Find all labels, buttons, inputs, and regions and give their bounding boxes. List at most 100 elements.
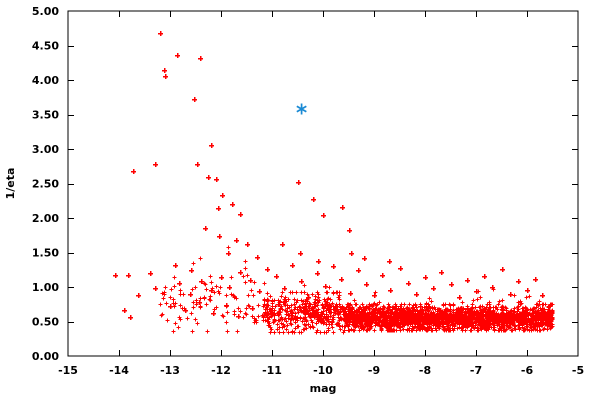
data-point — [447, 328, 452, 333]
data-point — [204, 302, 209, 307]
data-point — [245, 273, 250, 278]
data-point — [315, 328, 320, 333]
data-point — [357, 328, 362, 333]
data-point — [296, 310, 301, 315]
data-point — [315, 271, 320, 276]
data-point — [243, 259, 248, 264]
data-point — [217, 234, 222, 239]
data-point — [475, 297, 480, 302]
data-point — [424, 320, 429, 325]
data-point — [427, 296, 432, 301]
data-point — [414, 305, 419, 310]
data-point — [206, 175, 211, 180]
data-point — [386, 311, 391, 316]
data-point — [331, 315, 336, 320]
data-point — [330, 301, 335, 306]
data-point — [208, 274, 213, 279]
data-point — [327, 310, 332, 315]
data-point — [487, 306, 492, 311]
data-point — [389, 310, 394, 315]
data-point — [128, 315, 133, 320]
data-point — [198, 56, 203, 61]
data-point — [508, 292, 513, 297]
data-point — [372, 328, 377, 333]
data-point — [410, 305, 415, 310]
data-point — [428, 317, 433, 322]
data-point-layer — [113, 31, 555, 335]
data-point — [515, 305, 520, 310]
data-point — [457, 322, 462, 327]
data-point — [191, 261, 196, 266]
data-point — [310, 292, 315, 297]
data-point — [500, 298, 505, 303]
data-point — [370, 320, 375, 325]
data-point — [279, 294, 284, 299]
data-point — [524, 295, 529, 300]
data-point — [384, 313, 389, 318]
data-point — [533, 277, 538, 282]
data-point — [270, 306, 275, 311]
data-point — [336, 315, 341, 320]
data-point — [407, 326, 412, 331]
data-point — [447, 302, 452, 307]
data-point — [290, 263, 295, 268]
data-point — [333, 304, 338, 309]
data-point — [250, 306, 255, 311]
data-point — [549, 319, 554, 324]
data-point — [518, 299, 523, 304]
data-point — [225, 310, 230, 315]
data-point — [406, 317, 411, 322]
data-point — [281, 330, 286, 335]
data-point — [380, 273, 385, 278]
data-point — [490, 311, 495, 316]
data-point — [162, 292, 167, 297]
data-point — [474, 309, 479, 314]
data-point — [499, 328, 504, 333]
data-point — [515, 317, 520, 322]
data-point — [301, 327, 306, 332]
data-point — [540, 308, 545, 313]
data-point — [165, 318, 170, 323]
data-point — [195, 162, 200, 167]
data-point — [190, 329, 195, 334]
data-point — [414, 328, 419, 333]
data-point — [442, 328, 447, 333]
data-point — [367, 319, 372, 324]
data-point — [296, 324, 301, 329]
data-point — [372, 293, 377, 298]
data-point — [203, 226, 208, 231]
data-point — [285, 303, 290, 308]
data-point — [347, 320, 352, 325]
data-point — [175, 53, 180, 58]
data-point — [380, 307, 385, 312]
data-point — [314, 321, 319, 326]
data-point — [296, 180, 301, 185]
data-point — [295, 307, 300, 312]
data-point — [199, 279, 204, 284]
data-point — [255, 255, 260, 260]
data-point — [398, 307, 403, 312]
data-point — [459, 306, 464, 311]
data-point — [299, 308, 304, 313]
data-point — [412, 312, 417, 317]
data-point — [188, 292, 193, 297]
data-point — [457, 295, 462, 300]
data-point — [241, 274, 246, 279]
data-point — [516, 323, 521, 328]
data-point — [469, 315, 474, 320]
data-point — [324, 312, 329, 317]
data-point — [540, 315, 545, 320]
data-point — [429, 299, 434, 304]
data-point — [302, 283, 307, 288]
data-point — [403, 319, 408, 324]
data-point — [324, 330, 329, 335]
y-tick-label: 1.50 — [32, 247, 59, 260]
data-point — [491, 308, 496, 313]
data-point — [448, 307, 453, 312]
data-point — [331, 264, 336, 269]
data-point — [220, 193, 225, 198]
data-point — [524, 317, 529, 322]
data-point — [250, 314, 255, 319]
data-point — [350, 305, 355, 310]
data-point — [382, 305, 387, 310]
